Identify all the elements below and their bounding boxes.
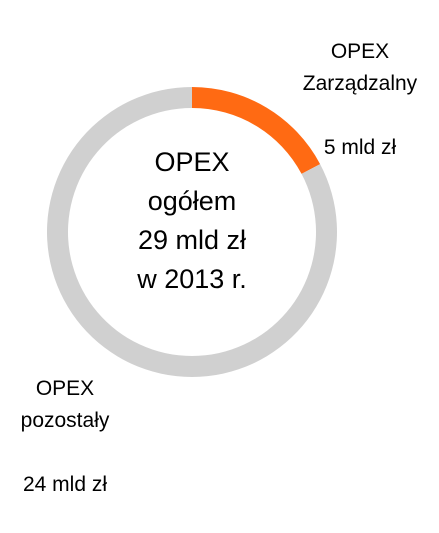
value-label: 5 mld zł — [323, 136, 397, 159]
slice-label: OPEX pozostały 24 mld zł — [0, 341, 145, 533]
value-label: 24 mld zł — [22, 473, 108, 496]
category-label: OPEX Zarządzalny — [302, 40, 418, 95]
chart — [46, 87, 337, 377]
center-label: OPEX ogółem 29 mld zł w 2013 r. — [137, 147, 247, 294]
page: OPEX ogółem 29 mld zł w 2013 r. OPEX Zar… — [20, 4, 439, 496]
donut-slice — [192, 87, 321, 174]
category-label: OPEX pozostały — [20, 377, 110, 432]
slice-label: OPEX Zarządzalny 5 mld zł — [280, 4, 439, 196]
